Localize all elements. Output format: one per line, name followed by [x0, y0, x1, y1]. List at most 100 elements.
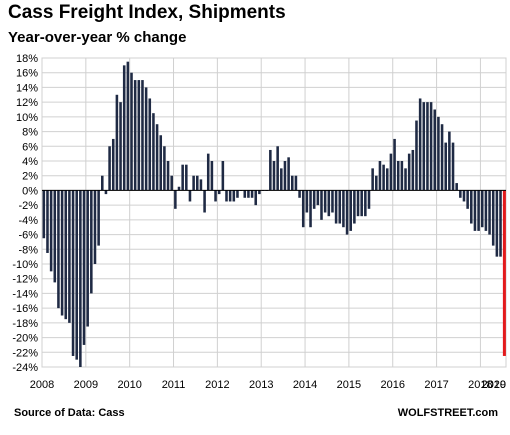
bar: [53, 190, 57, 283]
y-tick-label: 2%: [22, 171, 38, 183]
bar: [349, 190, 353, 231]
bar: [119, 102, 122, 191]
x-tick-label: 2016: [380, 379, 404, 391]
x-axis-ticks: 2008 2009 2010 2011 2012 2013 2014 2015 2016 2017…: [30, 379, 506, 391]
bar: [49, 190, 53, 272]
bar: [258, 190, 261, 195]
bar: [342, 190, 345, 228]
bar: [60, 190, 64, 316]
bar: [199, 179, 203, 191]
y-tick-label: -22%: [12, 347, 38, 359]
bar: [305, 190, 309, 213]
bar: [404, 168, 407, 191]
gridlines: [41, 57, 507, 368]
bar: [79, 190, 82, 367]
bar: [185, 164, 188, 191]
y-tick-label: 10%: [16, 112, 38, 124]
bar: [155, 124, 159, 191]
bar: [473, 190, 477, 231]
bar: [444, 142, 447, 191]
bar: [316, 190, 320, 206]
bar: [68, 190, 71, 323]
bar: [144, 87, 148, 191]
bar: [393, 138, 396, 191]
bar: [166, 161, 170, 191]
bar: [159, 135, 163, 191]
bar: [163, 146, 166, 191]
bar: [356, 190, 360, 217]
bar: [254, 190, 258, 206]
bar: [177, 186, 181, 191]
chart-title: Cass Freight Index, Shipments: [8, 2, 286, 23]
bar: [86, 190, 89, 327]
bar: [371, 168, 374, 191]
y-tick-label: -12%: [12, 274, 38, 286]
y-tick-label: 4%: [22, 156, 38, 168]
bar: [488, 190, 491, 235]
bar: [418, 98, 422, 191]
bar: [101, 175, 104, 191]
bar: [437, 116, 440, 191]
bar: [46, 190, 49, 253]
bar: [93, 190, 97, 264]
x-tick-label: 2011: [162, 379, 186, 391]
bar: [272, 161, 276, 191]
bar: [470, 190, 473, 224]
bar: [71, 190, 75, 356]
bar: [327, 190, 331, 217]
bar: [152, 113, 155, 191]
bar: [360, 190, 363, 217]
bar: [331, 190, 334, 213]
bar: [426, 102, 429, 191]
bar: [389, 153, 393, 191]
bar: [280, 168, 283, 191]
bar: [203, 190, 206, 213]
y-tick-label: 18%: [16, 53, 38, 65]
bar: [214, 190, 217, 202]
bar: [42, 190, 46, 239]
bar: [495, 190, 499, 257]
bar: [433, 109, 437, 191]
bar: [250, 190, 254, 198]
brand-credit: WOLFSTREET.com: [397, 407, 498, 419]
bar: [90, 190, 93, 294]
bar: [221, 161, 225, 191]
bar: [477, 190, 480, 231]
bar-latest: [502, 190, 506, 356]
bar: [82, 190, 86, 345]
bars: [42, 61, 506, 367]
bar: [108, 146, 111, 191]
chart-subtitle: Year-over-year % change: [8, 29, 187, 46]
y-tick-label: 0%: [22, 185, 38, 197]
bar: [57, 190, 60, 309]
bar: [115, 94, 119, 191]
y-tick-label: -14%: [12, 288, 38, 300]
bar: [429, 102, 433, 191]
bar: [345, 190, 349, 235]
bar: [451, 142, 455, 191]
bar: [217, 190, 221, 195]
x-tick-label: 2019: [482, 379, 506, 391]
bar: [353, 190, 356, 224]
source-note: Source of Data: Cass: [14, 407, 125, 419]
bar: [480, 190, 484, 228]
y-tick-label: 8%: [22, 127, 38, 139]
bar: [126, 61, 130, 191]
bar: [170, 175, 173, 191]
bar: [407, 153, 411, 191]
bar: [309, 190, 312, 228]
bar: [283, 161, 287, 191]
y-tick-label: -6%: [18, 230, 38, 242]
bar: [411, 149, 415, 191]
bar: [97, 190, 100, 246]
y-tick-label: -10%: [12, 259, 38, 271]
bar: [338, 190, 342, 224]
bar: [122, 65, 126, 191]
bar: [499, 190, 502, 257]
bar: [440, 124, 444, 191]
bar: [141, 80, 144, 191]
bar: [269, 149, 272, 191]
bar: [192, 175, 195, 191]
bar: [367, 190, 371, 209]
bar: [294, 175, 298, 191]
